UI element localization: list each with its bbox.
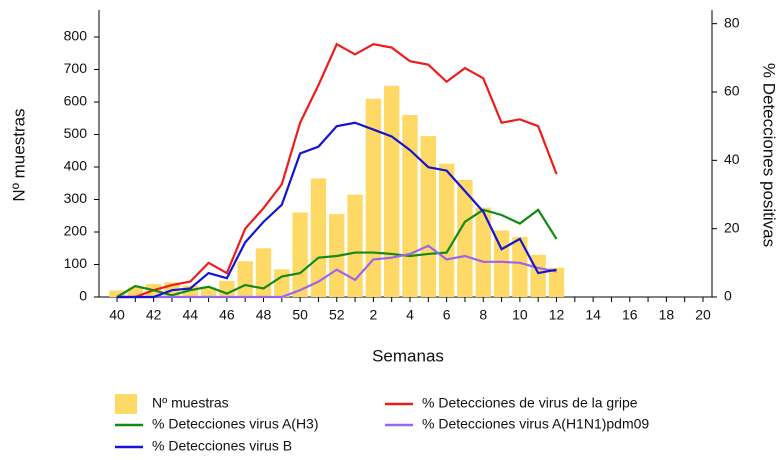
x-tick-label: 48 (256, 307, 272, 323)
bar (127, 287, 144, 297)
y-tick-label: 100 (64, 255, 88, 271)
y2-tick-label: 80 (724, 14, 740, 30)
y-tick-label: 300 (64, 190, 88, 206)
bar (402, 114, 418, 297)
legend-label: % Detecciones virus A(H1N1)pdm09 (422, 416, 649, 432)
legend-label: % Detecciones de virus de la gripe (422, 395, 638, 411)
x-tick-label: 18 (659, 307, 675, 323)
legend-label: Nº muestras (152, 395, 229, 411)
line (116, 208, 558, 298)
bar (109, 290, 125, 297)
x-tick-label: 40 (109, 307, 125, 323)
bar (255, 248, 272, 297)
y-axis-label: Nº muestras (9, 108, 28, 201)
bar (475, 207, 491, 297)
bar (274, 269, 290, 297)
line (117, 244, 557, 299)
x-tick-label: 44 (182, 307, 198, 323)
x-tick-label: 14 (585, 307, 601, 323)
bar (512, 236, 528, 297)
y-tick-label: 600 (64, 93, 88, 109)
y-tick-label: 700 (64, 60, 88, 76)
y2-axis-label: % Detecciones positivas (760, 63, 779, 247)
y-tick-label: 500 (64, 125, 88, 141)
legend-swatch (115, 394, 137, 414)
x-tick-label: 6 (443, 307, 451, 323)
bar (182, 285, 198, 297)
bar (438, 163, 455, 297)
line (117, 42, 558, 299)
legend-label: % Detecciones virus A(H3) (152, 416, 319, 432)
x-tick-label: 10 (512, 307, 528, 323)
bar (457, 179, 473, 297)
bar (383, 85, 400, 297)
bar (420, 136, 437, 297)
y-tick-label: 400 (64, 158, 88, 174)
y-tick-label: 0 (79, 288, 87, 304)
x-tick-label: 12 (549, 307, 565, 323)
bar (237, 261, 253, 297)
bar (365, 98, 382, 297)
bar (347, 194, 363, 297)
legend-label: % Detecciones virus B (152, 438, 292, 454)
y2-tick-label: 0 (724, 288, 732, 304)
x-tick-label: 16 (622, 307, 638, 323)
line (117, 121, 557, 299)
bar (548, 267, 565, 297)
x-tick-label: 8 (479, 307, 487, 323)
x-tick-label: 50 (292, 307, 308, 323)
y2-tick-label: 60 (724, 83, 740, 99)
x-tick-label: 2 (369, 307, 377, 323)
x-tick-label: 42 (146, 307, 162, 323)
bar (292, 212, 308, 297)
x-axis-label: Semanas (372, 346, 444, 365)
bar (200, 287, 217, 297)
y-tick-label: 200 (64, 223, 88, 239)
x-tick-label: 52 (329, 307, 345, 323)
y2-tick-label: 20 (724, 219, 740, 235)
y2-tick-label: 40 (724, 151, 740, 167)
bar (310, 178, 327, 297)
x-tick-label: 4 (406, 307, 414, 323)
y-tick-label: 800 (64, 28, 88, 44)
x-tick-label: 20 (695, 307, 711, 323)
x-tick-label: 46 (219, 307, 235, 323)
